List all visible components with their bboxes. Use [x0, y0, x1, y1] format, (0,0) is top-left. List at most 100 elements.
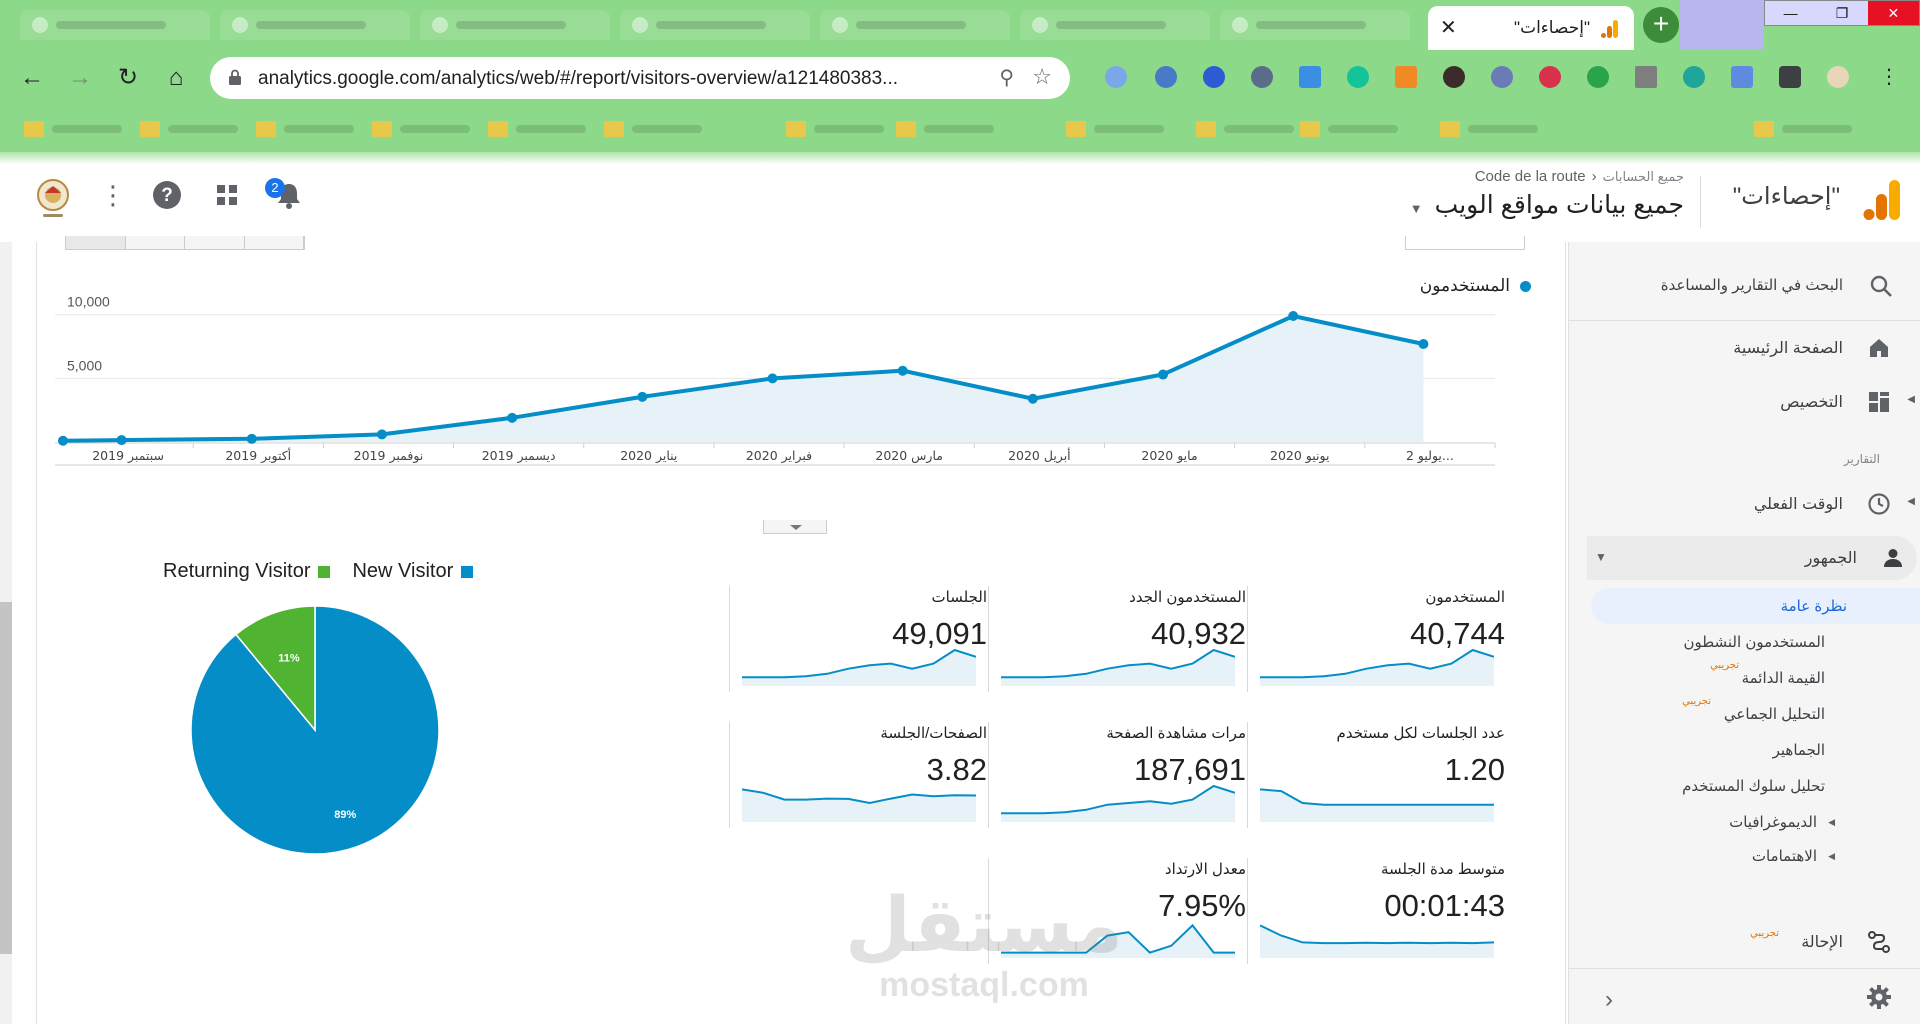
apps-grid-icon[interactable] [210, 178, 244, 212]
browser-tab[interactable] [1220, 10, 1410, 40]
sidebar-subitem[interactable]: ◀ الاهتمامات [1569, 838, 1920, 874]
close-window-icon[interactable]: ✕ [1867, 1, 1919, 25]
extension-icon[interactable] [1683, 66, 1705, 88]
bookmark-folder[interactable] [604, 116, 702, 142]
pie-slice[interactable] [234, 605, 316, 733]
bookmark-folder[interactable] [256, 116, 354, 142]
bookmark-folder[interactable] [24, 116, 122, 142]
sidebar-subitem[interactable]: التحليل الجماعي تجريبي [1569, 696, 1920, 732]
account-avatar[interactable] [34, 176, 72, 220]
page-scrollbar[interactable] [0, 242, 12, 1024]
browser-tab[interactable] [820, 10, 1010, 40]
sidebar-item-customize[interactable]: ◀ التخصيص [1569, 380, 1920, 424]
sidebar-item-referral[interactable]: الإحالة تجريبي [1569, 920, 1920, 964]
metric-card[interactable]: المستخدمون 40,744 [1247, 586, 1505, 692]
email-extension-icon[interactable] [1203, 66, 1225, 88]
browser-tab[interactable] [1020, 10, 1210, 40]
bookmark-folder[interactable] [896, 116, 994, 142]
minimize-icon[interactable]: — [1783, 5, 1798, 21]
address-bar[interactable]: analytics.google.com/analytics/web/#/rep… [210, 57, 1070, 99]
bookmark-folder[interactable] [372, 116, 470, 142]
metric-card[interactable]: الصفحات/الجلسة 3.82 [729, 722, 987, 828]
browser-tab[interactable] [20, 10, 210, 40]
bookmark-folder[interactable] [1300, 116, 1398, 142]
grammarly-extension-icon[interactable] [1347, 66, 1369, 88]
sidebar-item-home[interactable]: الصفحة الرئيسية [1569, 326, 1920, 370]
breadcrumb-accounts[interactable]: جميع الحسابات [1602, 169, 1684, 184]
view-selector[interactable]: جميع بيانات مواقع الويب ▼ [1410, 190, 1684, 220]
back-arrow-icon[interactable]: ← [20, 64, 44, 91]
translate-extension-icon[interactable] [1105, 66, 1127, 88]
breadcrumb-property[interactable]: Code de la route [1474, 168, 1586, 185]
data-point[interactable] [507, 412, 518, 423]
forward-arrow-icon[interactable]: → [68, 64, 92, 91]
bookmark-folder[interactable] [1754, 116, 1852, 142]
bookmark-folder[interactable] [1440, 116, 1538, 142]
sidebar-item-audience[interactable]: ▼ الجمهور [1587, 536, 1917, 580]
sidebar-subitem[interactable]: الجماهير [1569, 732, 1920, 768]
nav-search[interactable]: البحث في التقارير والمساعدة [1569, 262, 1920, 312]
bookmark-folder[interactable] [140, 116, 238, 142]
zoom-icon[interactable]: ⚲ [999, 67, 1014, 89]
extension-icon[interactable] [1155, 66, 1177, 88]
browser-tab[interactable] [420, 10, 610, 40]
browser-tab[interactable] [220, 10, 410, 40]
metric-card[interactable]: عدد الجلسات لكل مستخدم 1.20 [1247, 722, 1505, 828]
qr-extension-icon[interactable] [1635, 66, 1657, 88]
bookmark-folder[interactable] [1066, 116, 1164, 142]
admin-gear-icon[interactable] [1866, 984, 1892, 1010]
puzzle-extensions-icon[interactable] [1779, 66, 1801, 88]
chart-interval-tabs[interactable] [65, 236, 305, 250]
iq-extension-icon[interactable] [1299, 66, 1321, 88]
active-browser-tab[interactable]: ✕ "إحصاءات" [1428, 6, 1634, 50]
metric-card[interactable]: الجلسات 49,091 [729, 586, 987, 692]
tab-interval[interactable] [125, 236, 185, 249]
metric-card[interactable]: معدل الارتداد 7.95% [988, 858, 1246, 964]
chart-collapse-toggle[interactable] [763, 520, 827, 534]
data-point[interactable] [376, 429, 387, 440]
browser-tab[interactable] [620, 10, 810, 40]
metric-card[interactable]: المستخدمون الجدد 40,932 [988, 586, 1246, 692]
data-point[interactable] [767, 373, 778, 384]
expand-nav-chevron-icon[interactable]: › [1605, 986, 1613, 1013]
metric-card[interactable]: متوسط مدة الجلسة 00:01:43 [1247, 858, 1505, 964]
restore-icon[interactable]: ❐ [1835, 5, 1849, 21]
data-point[interactable] [637, 391, 648, 402]
tab-interval[interactable] [185, 236, 245, 249]
pinterest-extension-icon[interactable] [1539, 66, 1561, 88]
k-extension-icon[interactable] [1443, 66, 1465, 88]
bookmark-folder[interactable] [786, 116, 884, 142]
data-point[interactable] [897, 365, 908, 376]
sidebar-subitem[interactable]: المستخدمون النشطون [1569, 624, 1920, 660]
extension-icon[interactable] [1491, 66, 1513, 88]
profile-avatar-icon[interactable] [1827, 66, 1849, 88]
new-tab-button[interactable]: + [1643, 7, 1679, 43]
sidebar-subitem[interactable]: ◀ الديموغرافيات [1569, 804, 1920, 840]
bookmark-folder[interactable] [488, 116, 586, 142]
metric-card[interactable]: مرات مشاهدة الصفحة 187,691 [988, 722, 1246, 828]
sidebar-subitem[interactable]: القيمة الدائمة تجريبي [1569, 660, 1920, 696]
bookmark-star-icon[interactable]: ☆ [1032, 64, 1052, 89]
tab-interval[interactable] [244, 236, 304, 249]
breadcrumb[interactable]: جميع الحسابات ‹ Code de la route [1475, 168, 1684, 185]
sidebar-item-realtime[interactable]: ◀ الوقت الفعلي [1569, 482, 1920, 526]
sidebar-subitem[interactable]: نظرة عامة [1591, 588, 1920, 624]
data-point[interactable] [116, 435, 127, 446]
scrollbar-thumb[interactable] [0, 602, 12, 954]
tab-interval[interactable] [66, 236, 126, 249]
close-tab-icon[interactable]: ✕ [1440, 17, 1457, 39]
extension-icon[interactable] [1731, 66, 1753, 88]
link-extension-icon[interactable] [1251, 66, 1273, 88]
data-point[interactable] [1158, 369, 1169, 380]
metric-selector[interactable] [1405, 236, 1525, 250]
data-point[interactable] [1288, 311, 1299, 321]
data-point[interactable] [58, 435, 68, 446]
data-point[interactable] [246, 433, 257, 444]
sidebar-subitem[interactable]: تحليل سلوك المستخدم [1569, 768, 1920, 804]
help-icon[interactable]: ? [150, 178, 184, 212]
reload-icon[interactable]: ↻ [117, 64, 139, 91]
data-point[interactable] [1027, 393, 1038, 404]
browser-menu-icon[interactable]: ⋮ [1879, 66, 1899, 88]
more-options-icon[interactable]: ⋮ [100, 180, 126, 210]
bookmark-folder[interactable] [1196, 116, 1294, 142]
